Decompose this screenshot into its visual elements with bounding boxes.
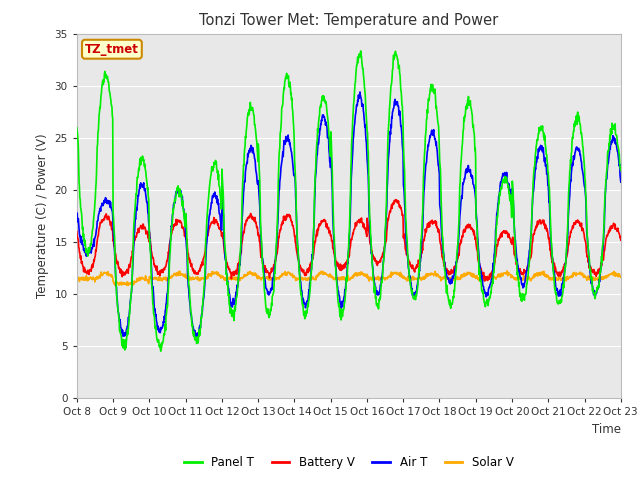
Text: TZ_tmet: TZ_tmet xyxy=(85,43,139,56)
Legend: Panel T, Battery V, Air T, Solar V: Panel T, Battery V, Air T, Solar V xyxy=(179,452,518,474)
X-axis label: Time: Time xyxy=(592,423,621,436)
Y-axis label: Temperature (C) / Power (V): Temperature (C) / Power (V) xyxy=(36,134,49,298)
Title: Tonzi Tower Met: Temperature and Power: Tonzi Tower Met: Temperature and Power xyxy=(199,13,499,28)
